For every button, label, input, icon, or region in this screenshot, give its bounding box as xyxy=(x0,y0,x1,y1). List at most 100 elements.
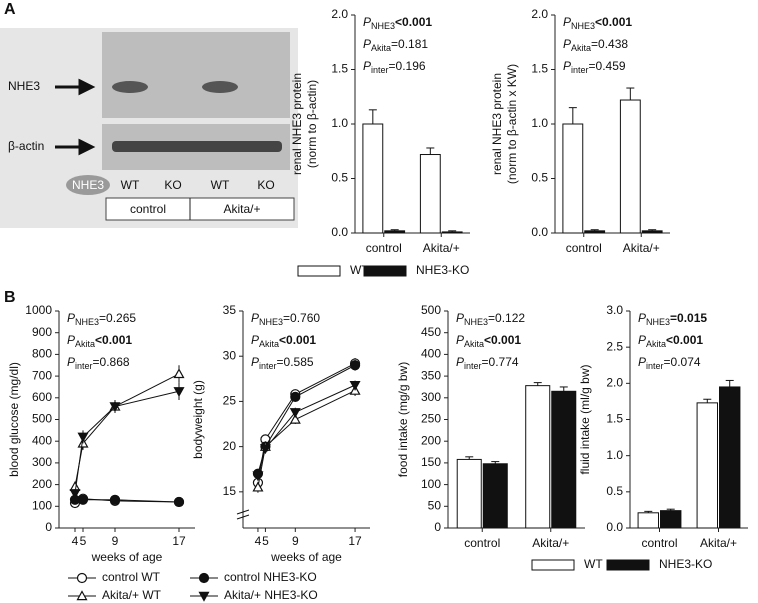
line xyxy=(257,390,356,488)
band xyxy=(112,141,282,152)
bar xyxy=(362,123,384,234)
p-value: PAkita<0.001 xyxy=(67,333,132,349)
x-tick-label: control xyxy=(366,241,402,255)
y-tick-label: 700 xyxy=(32,368,52,382)
p-value: Pinter=0.774 xyxy=(456,355,519,371)
y-tick-label: 0.5 xyxy=(606,484,623,498)
y-tick-label: 25 xyxy=(223,394,237,408)
p-subscript: Akita xyxy=(371,43,391,53)
bar xyxy=(660,510,682,529)
p-symbol: P xyxy=(563,37,571,51)
bar xyxy=(637,512,660,529)
y-tick-label: 0.5 xyxy=(531,171,548,185)
y-tick-label: 0.5 xyxy=(331,171,348,185)
group-label: Akita/+ xyxy=(223,202,260,216)
y-tick-label: 400 xyxy=(421,347,441,361)
bar xyxy=(696,402,719,529)
arrow xyxy=(55,138,96,156)
p-subscript: inter xyxy=(646,361,664,371)
label-oval xyxy=(66,175,110,195)
y-axis-label: bodyweight (g) xyxy=(191,380,205,459)
p-subscript: inter xyxy=(571,65,589,75)
p-text: =0.015 xyxy=(670,311,707,325)
x-tick-label: Akita/+ xyxy=(623,241,660,255)
point xyxy=(289,408,301,419)
p-text: <0.001 xyxy=(95,333,132,347)
p-text: <0.001 xyxy=(395,15,432,29)
p-text: <0.001 xyxy=(595,15,632,29)
x-tick-label: control xyxy=(566,241,602,255)
point xyxy=(290,391,301,402)
p-subscript: Akita xyxy=(259,339,279,349)
x-tick-label: 17 xyxy=(172,534,186,548)
group-label: control xyxy=(130,202,166,216)
line xyxy=(257,384,356,476)
point xyxy=(77,494,89,505)
legend-label: WT xyxy=(584,557,603,571)
p-text: =0.760 xyxy=(283,311,320,325)
y-tick-label: 150 xyxy=(421,455,441,469)
bar xyxy=(719,386,741,529)
p-symbol: P xyxy=(563,15,571,29)
point xyxy=(259,444,271,455)
p-subscript: Akita xyxy=(646,339,666,349)
y-tick-label: 0 xyxy=(45,520,52,534)
y-tick-label: 1.0 xyxy=(331,116,348,130)
point xyxy=(349,360,361,371)
bar xyxy=(384,230,406,234)
p-text: =0.585 xyxy=(277,355,314,369)
y-axis-label: fluid intake (ml/g bw) xyxy=(578,364,592,474)
y-tick-label: 600 xyxy=(32,390,52,404)
x-axis-label: weeks of age xyxy=(91,550,163,564)
p-value: Pinter=0.074 xyxy=(638,355,701,371)
p-symbol: P xyxy=(67,333,75,347)
p-value: PNHE3<0.001 xyxy=(363,15,432,31)
band-label: β-actin xyxy=(8,139,44,153)
lane-label: KO xyxy=(164,178,181,192)
y-axis-label: (norm to β-actin) xyxy=(305,80,319,168)
bar xyxy=(456,458,482,529)
point xyxy=(173,496,185,508)
lane-label: KO xyxy=(257,178,274,192)
y-tick-label: 0.0 xyxy=(606,520,623,534)
point xyxy=(252,481,264,492)
y-tick-label: 400 xyxy=(32,433,52,447)
p-value: PAkita<0.001 xyxy=(456,333,521,349)
legend-label: Akita/+ NHE3-KO xyxy=(224,588,318,602)
p-subscript: NHE3 xyxy=(646,317,670,327)
p-symbol: P xyxy=(251,333,259,347)
x-tick-label: 4 xyxy=(255,534,262,548)
x-tick-label: 5 xyxy=(80,534,87,548)
point xyxy=(77,432,89,443)
y-tick-label: 3.0 xyxy=(606,303,623,317)
y-tick-label: 250 xyxy=(421,412,441,426)
bar xyxy=(619,99,641,234)
y-tick-label: 1.0 xyxy=(606,448,623,462)
p-symbol: P xyxy=(638,355,646,369)
x-tick-label: Akita/+ xyxy=(700,536,737,550)
band xyxy=(112,81,148,93)
p-text: =0.774 xyxy=(482,355,519,369)
p-value: Pinter=0.868 xyxy=(67,355,130,371)
p-symbol: P xyxy=(363,37,371,51)
p-text: =0.438 xyxy=(591,37,628,51)
x-tick-label: 17 xyxy=(348,534,362,548)
y-axis-label: renal NHE3 protein xyxy=(490,73,504,175)
point xyxy=(198,591,210,602)
p-subscript: inter xyxy=(464,361,482,371)
arrow xyxy=(55,78,96,96)
p-subscript: NHE3 xyxy=(259,317,283,327)
p-value: Pinter=0.196 xyxy=(363,59,426,75)
p-text: =0.074 xyxy=(664,355,701,369)
p-symbol: P xyxy=(67,311,75,325)
y-tick-label: 300 xyxy=(32,455,52,469)
p-symbol: P xyxy=(638,333,646,347)
bar xyxy=(441,231,463,234)
axis-break xyxy=(236,509,250,520)
panel-label: B xyxy=(4,289,16,306)
p-text: <0.001 xyxy=(484,333,521,347)
y-tick-label: 1.0 xyxy=(531,116,548,130)
line xyxy=(74,390,180,494)
legend-swatch xyxy=(606,559,650,571)
p-value: PAkita=0.438 xyxy=(563,37,628,53)
